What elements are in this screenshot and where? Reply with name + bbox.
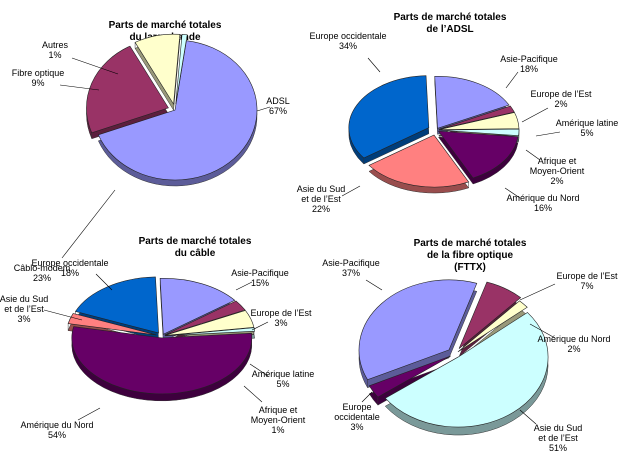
slice-label: Amérique latine 5% bbox=[252, 369, 315, 389]
slice-label: Asie-Pacifique 18% bbox=[500, 54, 558, 74]
pie-slice bbox=[438, 128, 520, 137]
pie-slice bbox=[437, 130, 519, 179]
slice-label: Europe de l’Est 7% bbox=[556, 271, 618, 291]
pie-chart-2: Parts de marché totales de l’ADSL Asie-Pac… bbox=[297, 12, 619, 214]
pie-slice bbox=[368, 134, 470, 188]
leader-line bbox=[95, 273, 113, 291]
slice-label: Fibre optique 9% bbox=[12, 68, 65, 88]
leader-line bbox=[243, 385, 263, 403]
slice-label: ADSL 67% bbox=[266, 96, 290, 116]
chart-title: Parts de marché totales de la fibre optiq… bbox=[414, 238, 527, 273]
slice-label: Amérique du Nord 2% bbox=[537, 334, 610, 354]
slice-label: Asie du Sud et de l’Est 3% bbox=[0, 294, 48, 324]
leader-line bbox=[251, 321, 269, 331]
pie-slice bbox=[438, 112, 520, 130]
slice-label: Europe de l’Est 3% bbox=[250, 308, 312, 328]
pie-slice bbox=[134, 33, 181, 106]
pie-slice bbox=[97, 40, 258, 181]
slice-label: Europe occidentale 34% bbox=[309, 31, 386, 51]
pie-slice bbox=[164, 310, 255, 336]
slice-label: Afrique et Moyen-Orient 2% bbox=[530, 156, 585, 186]
slice-label: Amérique du Nord 16% bbox=[506, 193, 579, 213]
leader-line bbox=[341, 185, 361, 197]
pie-chart-3: Parts de marché totales du câble Asie-Paci… bbox=[0, 236, 314, 440]
leader-line bbox=[361, 391, 373, 403]
slice-label: Câblo-modem 23% bbox=[14, 263, 71, 283]
leader-line bbox=[519, 409, 537, 425]
pie-slice bbox=[86, 45, 169, 134]
leader-line bbox=[71, 57, 119, 75]
slice-label: Amérique du Nord 54% bbox=[20, 420, 93, 440]
pie-slice bbox=[438, 105, 515, 130]
slice-label: Asie du Sud et de l’Est 22% bbox=[297, 184, 346, 214]
pie-slice bbox=[434, 76, 510, 129]
pie-slice bbox=[368, 355, 451, 398]
pie-slice bbox=[164, 300, 246, 336]
leader-line bbox=[535, 131, 561, 137]
slice-label: Europe de l’Est 2% bbox=[530, 89, 592, 109]
leader-line bbox=[59, 84, 100, 91]
slice-label: Asie-Pacifique 37% bbox=[322, 258, 380, 278]
slice-label: Asie-Pacifique 15% bbox=[231, 268, 289, 288]
pie-slice bbox=[164, 327, 256, 337]
leader-line bbox=[43, 309, 83, 321]
leader-line bbox=[521, 107, 549, 123]
slice-label: Afrique et Moyen-Orient 1% bbox=[251, 405, 306, 435]
slice-label: Europe occidentale 18% bbox=[31, 258, 108, 278]
leader-line bbox=[235, 281, 253, 291]
pie-slice bbox=[384, 312, 549, 428]
leader-line bbox=[77, 407, 101, 421]
pie-slice bbox=[175, 33, 188, 105]
pie-chart-4: Parts de marché totales de la fibre optiq… bbox=[322, 238, 618, 453]
slice-label: Europe occidentale 3% bbox=[334, 402, 380, 432]
leader-line bbox=[504, 187, 521, 199]
pie-slice bbox=[67, 313, 157, 336]
pie-slice bbox=[458, 281, 522, 349]
slice-label: Amérique latine 5% bbox=[556, 118, 619, 138]
pie-slice bbox=[358, 279, 478, 381]
slice-label: Autres 1% bbox=[42, 40, 69, 60]
leader-line bbox=[61, 189, 116, 259]
chart-title: Parts de marché totales de l’ADSL bbox=[394, 12, 507, 35]
pie-slice bbox=[74, 276, 159, 334]
slice-label: Asie du Sud et de l’Est 51% bbox=[534, 423, 583, 453]
leader-line bbox=[529, 323, 556, 339]
chart-title: Parts de marché totales du câble bbox=[139, 236, 252, 259]
leader-line bbox=[256, 106, 271, 112]
leader-line bbox=[525, 149, 541, 161]
leader-line bbox=[249, 363, 269, 377]
pie-slice bbox=[71, 326, 253, 395]
pie-slice bbox=[348, 75, 430, 159]
pie-slice bbox=[457, 300, 528, 353]
leader-line bbox=[519, 283, 556, 301]
leader-line bbox=[365, 279, 383, 291]
leader-line bbox=[505, 71, 519, 89]
leader-line bbox=[367, 57, 381, 73]
pie-slice bbox=[159, 278, 236, 335]
